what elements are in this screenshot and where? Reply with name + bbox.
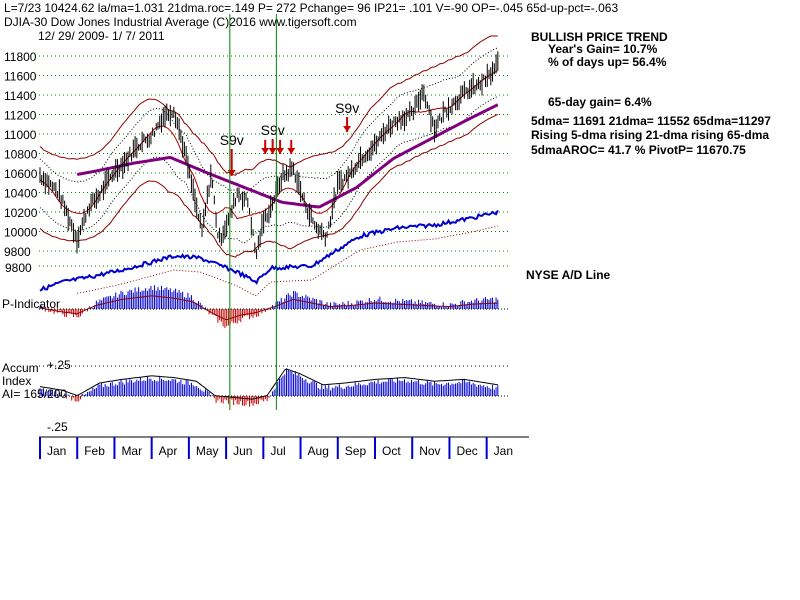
signal-label: S9v (335, 100, 359, 116)
month-label: Apr (159, 444, 178, 458)
p-indicator-label: P-Indicator (2, 297, 60, 311)
rising-label: Rising 5-dma rising 21-dma rising 65-dma (531, 128, 769, 142)
accum-bottom-label: -.25 (47, 420, 68, 434)
upper-band-outer (39, 35, 498, 176)
ma65-line (76, 103, 499, 209)
nyse-ad-label: NYSE A/D Line (526, 268, 611, 282)
p-indicator-ma (39, 295, 498, 321)
month-label: Jan (494, 444, 513, 458)
accum-label: Accum (2, 361, 39, 375)
signal-arrow-head (261, 148, 270, 154)
signal-arrow-head (343, 126, 352, 132)
ai-label: AI= 165/200 (2, 387, 67, 401)
y-tick-label: 11600 (4, 70, 37, 84)
y-tick-label: 10800 (4, 148, 38, 162)
accum-top-label: +.25 (47, 358, 71, 372)
month-label: Dec (456, 444, 477, 458)
years-gain: Year's Gain= 10.7% (548, 42, 658, 56)
month-label: May (196, 444, 219, 458)
y-tick-label: 9800 (4, 245, 31, 259)
y-tick-label: 11800 (4, 50, 37, 64)
signal-label: S9v (220, 132, 244, 148)
month-label: Feb (84, 444, 105, 458)
y-tick-label: 10600 (4, 167, 38, 181)
y-tick-label: 11200 (4, 109, 37, 123)
header-line-2: DJIA-30 Dow Jones Industrial Average (C)… (4, 15, 357, 29)
ad-ma-path (77, 225, 498, 297)
y-tick-label: 10200 (4, 206, 38, 220)
price-partial-label: 9800 (5, 261, 32, 275)
nyse-ad-line (39, 209, 499, 297)
price-grid (39, 55, 509, 267)
month-label: Jun (233, 444, 252, 458)
signal-label: S9v (261, 122, 285, 138)
month-label: Jan (47, 444, 66, 458)
gain-65: 65-day gain= 6.4% (548, 95, 652, 109)
lower-band-outer (39, 113, 499, 258)
accum-ma (39, 368, 498, 400)
lower-band-inner (39, 95, 499, 244)
p-indicator-panel (39, 285, 509, 329)
y-axis-ticks: 11800 11600 11400 11200 11000 10800 10600 10400… (4, 50, 38, 259)
price-bars (39, 51, 499, 259)
dma-values: 5dma= 11691 21dma= 11552 65dma=11297 (531, 114, 771, 128)
month-label: Mar (121, 444, 142, 458)
trend-label: BULLISH PRICE TREND (531, 30, 668, 44)
index-label: Index (2, 374, 31, 388)
ad-line-path (39, 209, 499, 292)
signal-arrow-head (268, 148, 277, 154)
month-axis: Jan Feb Mar Apr May Jun Jul Aug Sep Oct Nov Dec Jan (39, 436, 529, 459)
sell-signals: S9v S9v S9v (220, 100, 359, 176)
signal-arrow-head (287, 148, 296, 154)
y-tick-label: 10400 (4, 187, 38, 201)
header-line-3: 12/ 29/ 2009- 1/ 7/ 2011 (38, 29, 165, 43)
month-label: Nov (419, 444, 440, 458)
y-tick-label: 10000 (4, 226, 38, 240)
month-label: Sep (345, 444, 367, 458)
days-up: % of days up= 56.4% (548, 55, 667, 69)
month-label: Aug (308, 444, 329, 458)
upper-band-inner (39, 47, 499, 195)
aroc-label: 5dmaAROC= 41.7 % PivotP= 11670.75 (531, 143, 746, 157)
month-label: Jul (270, 444, 285, 458)
month-label: Oct (382, 444, 401, 458)
y-tick-label: 11000 (4, 128, 37, 142)
header-line-1: L=7/23 10424.62 la/ma=1.031 21dma.roc=.1… (4, 1, 618, 15)
accum-index-panel (39, 365, 509, 407)
signal-arrow-head (276, 148, 285, 154)
y-tick-label: 11400 (4, 89, 37, 103)
date-markers (229, 14, 277, 410)
